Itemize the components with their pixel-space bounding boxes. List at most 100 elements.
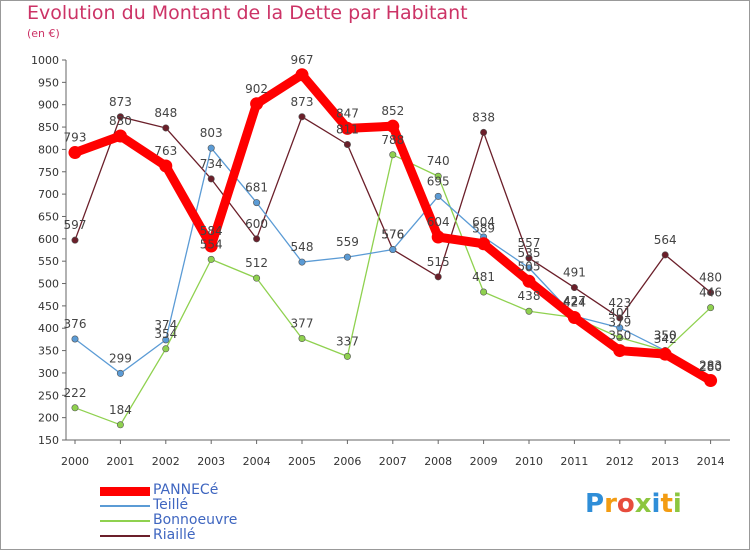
legend-label: Riaillé <box>153 527 196 543</box>
data-label: 280 <box>699 360 722 374</box>
series-line-bonnoeuvre <box>74 154 712 426</box>
data-point <box>525 307 533 315</box>
data-point <box>389 151 397 159</box>
logo-letter: r <box>604 489 617 519</box>
data-label: 830 <box>109 114 132 128</box>
data-point <box>386 119 400 133</box>
x-tick-label: 2002 <box>152 455 180 468</box>
data-label: 350 <box>654 329 677 343</box>
legend-swatch <box>100 520 150 522</box>
data-point <box>68 146 82 160</box>
x-tick-label: 2011 <box>560 455 588 468</box>
x-tick-label: 2000 <box>61 455 89 468</box>
data-point <box>616 324 624 332</box>
data-label: 427 <box>563 294 586 308</box>
data-label: 695 <box>427 174 450 188</box>
data-point <box>340 121 354 135</box>
data-label: 283 <box>699 359 722 373</box>
data-point <box>116 369 124 377</box>
y-tick-label: 450 <box>38 300 59 313</box>
data-point <box>707 304 715 312</box>
data-label: 350 <box>608 329 631 343</box>
data-point <box>434 192 442 200</box>
data-point <box>207 255 215 263</box>
y-tick-label: 300 <box>38 367 59 380</box>
data-label: 604 <box>472 215 495 229</box>
data-point <box>477 237 491 251</box>
data-label: 424 <box>563 296 586 310</box>
x-tick-label: 2005 <box>288 455 316 468</box>
data-point <box>207 144 215 152</box>
data-label: 548 <box>291 240 314 254</box>
chart-legend: PANNECé Teillé Bonnoeuvre Riaillé <box>100 482 300 544</box>
data-label: 374 <box>154 318 177 332</box>
data-label: 222 <box>64 386 87 400</box>
data-point <box>298 113 306 121</box>
data-label: 576 <box>381 228 404 242</box>
data-point <box>250 97 264 111</box>
data-label: 350 <box>654 329 677 343</box>
y-tick-label: 950 <box>38 76 59 89</box>
data-label: 763 <box>154 144 177 158</box>
data-label: 600 <box>245 217 268 231</box>
logo-letter: P <box>585 489 605 519</box>
data-label: 681 <box>245 181 268 195</box>
legend-swatch <box>100 505 150 507</box>
data-label: 377 <box>291 317 314 331</box>
data-label: 446 <box>699 286 722 300</box>
data-label: 852 <box>381 104 404 118</box>
data-point <box>295 68 309 82</box>
data-label: 967 <box>291 53 314 67</box>
data-point <box>71 404 79 412</box>
y-tick-label: 900 <box>38 99 59 112</box>
data-label: 597 <box>64 218 87 232</box>
data-label: 424 <box>563 296 586 310</box>
data-label: 584 <box>200 224 223 238</box>
legend-item: Bonnoeuvre <box>100 512 300 529</box>
data-point <box>525 254 533 262</box>
x-tick-label: 2007 <box>379 455 407 468</box>
logo-letter: i <box>672 489 682 519</box>
data-point <box>116 113 124 121</box>
chart-title: Evolution du Montant de la Dette par Hab… <box>27 2 468 24</box>
y-tick-label: 550 <box>38 255 59 268</box>
data-label: 299 <box>109 351 132 365</box>
x-tick-label: 2009 <box>470 455 498 468</box>
data-point <box>253 235 261 243</box>
data-point <box>343 140 351 148</box>
data-point <box>525 264 533 272</box>
data-point <box>480 128 488 136</box>
data-point <box>343 253 351 261</box>
data-point <box>343 352 351 360</box>
data-label: 376 <box>64 317 87 331</box>
data-label: 480 <box>699 270 722 284</box>
y-tick-label: 500 <box>38 278 59 291</box>
y-tick-label: 750 <box>38 166 59 179</box>
data-label: 902 <box>245 82 268 96</box>
data-point <box>207 175 215 183</box>
data-point <box>480 288 488 296</box>
data-label: 379 <box>608 316 631 330</box>
data-point <box>616 334 624 342</box>
data-label: 505 <box>518 259 541 273</box>
data-point <box>707 288 715 296</box>
data-point <box>434 273 442 281</box>
x-tick-label: 2014 <box>697 455 725 468</box>
x-tick-label: 2010 <box>515 455 543 468</box>
data-label: 803 <box>200 126 223 140</box>
data-label: 184 <box>109 403 132 417</box>
y-tick-label: 800 <box>38 143 59 156</box>
data-label: 788 <box>381 133 404 147</box>
y-tick-label: 700 <box>38 188 59 201</box>
data-label: 811 <box>336 122 359 136</box>
data-point <box>113 129 127 143</box>
data-point <box>522 274 536 288</box>
x-tick-label: 2008 <box>424 455 452 468</box>
y-tick-label: 850 <box>38 121 59 134</box>
data-point <box>253 274 261 282</box>
data-point <box>159 159 173 173</box>
data-point <box>434 172 442 180</box>
legend-swatch <box>100 535 150 537</box>
y-tick-label: 200 <box>38 412 59 425</box>
data-label: 564 <box>654 233 677 247</box>
